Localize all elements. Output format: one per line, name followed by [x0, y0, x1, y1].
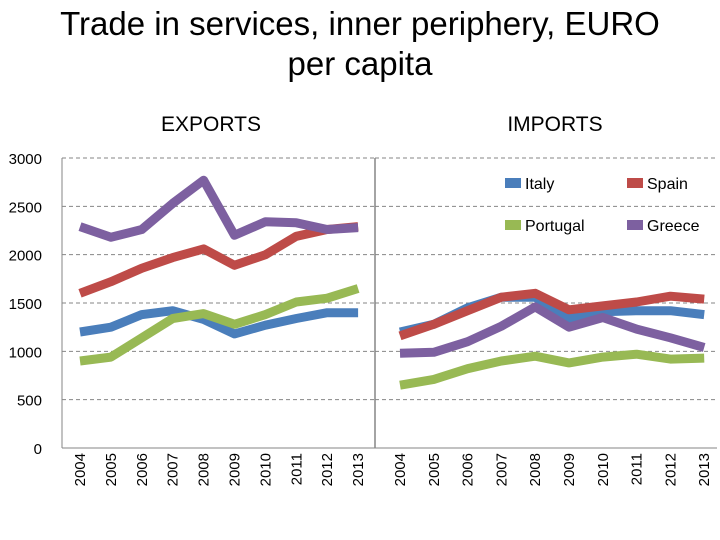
series-line-exports-greece — [78, 175, 359, 242]
x-tick-label-2004-panel-1: 2004 — [72, 453, 89, 486]
y-tick-label-500: 500 — [17, 393, 42, 410]
chart-title-line-2: per capita — [287, 45, 433, 82]
x-tick-label-2011-panel-2: 2011 — [629, 453, 646, 485]
x-tick-label-2012-panel-1: 2012 — [319, 453, 336, 486]
series-line-exports-italy — [79, 306, 359, 339]
series-line-exports-spain — [78, 222, 359, 298]
x-tick-label-2005-panel-1: 2005 — [103, 453, 120, 486]
x-tick-label-2006-panel-1: 2006 — [134, 453, 151, 486]
x-tick-label-2008-panel-2: 2008 — [527, 453, 544, 486]
y-tick-label-2500: 2500 — [9, 199, 42, 216]
x-tick-label-2013-panel-2: 2013 — [696, 453, 713, 486]
x-tick-label-2007-panel-2: 2007 — [493, 453, 510, 486]
panel-label-imports: IMPORTS — [507, 113, 602, 136]
series-line-imports-greece — [399, 302, 706, 358]
legend-label-spain: Spain — [647, 176, 688, 193]
legend-label-italy: Italy — [525, 176, 554, 193]
y-tick-label-0: 0 — [34, 441, 42, 458]
series-line-imports-portugal — [399, 349, 705, 390]
legend-swatch-italy — [505, 178, 521, 188]
y-tick-label-2000: 2000 — [9, 248, 42, 265]
x-tick-label-2010-panel-1: 2010 — [257, 453, 274, 486]
legend-swatch-spain — [627, 178, 643, 188]
legend-label-greece: Greece — [647, 218, 700, 235]
y-tick-label-1000: 1000 — [9, 344, 42, 361]
x-tick-label-2008-panel-1: 2008 — [196, 453, 213, 486]
panel-label-exports: EXPORTS — [161, 113, 261, 136]
legend-label-portugal: Portugal — [525, 218, 585, 235]
chart-title-line-1: Trade in services, inner periphery, EURO — [60, 5, 660, 42]
x-tick-label-2007-panel-1: 2007 — [165, 453, 182, 486]
legend-swatch-portugal — [505, 220, 521, 230]
series-line-exports-portugal — [79, 284, 360, 366]
x-tick-label-2009-panel-1: 2009 — [227, 453, 244, 486]
x-tick-label-2010-panel-2: 2010 — [595, 453, 612, 486]
x-tick-label-2011-panel-1: 2011 — [288, 453, 305, 485]
legend-swatch-greece — [627, 220, 643, 230]
x-tick-label-2013-panel-1: 2013 — [350, 453, 367, 486]
x-tick-label-2009-panel-2: 2009 — [561, 453, 578, 486]
x-tick-label-2005-panel-2: 2005 — [426, 453, 443, 486]
chart-title: Trade in services, inner periphery, EURO… — [0, 4, 720, 84]
x-tick-label-2004-panel-2: 2004 — [392, 453, 409, 486]
y-tick-label-3000: 3000 — [9, 151, 42, 168]
x-tick-label-2006-panel-2: 2006 — [460, 453, 477, 486]
series-line-imports-spain — [398, 288, 705, 341]
y-tick-label-1500: 1500 — [9, 296, 42, 313]
x-tick-label-2012-panel-2: 2012 — [662, 453, 679, 486]
